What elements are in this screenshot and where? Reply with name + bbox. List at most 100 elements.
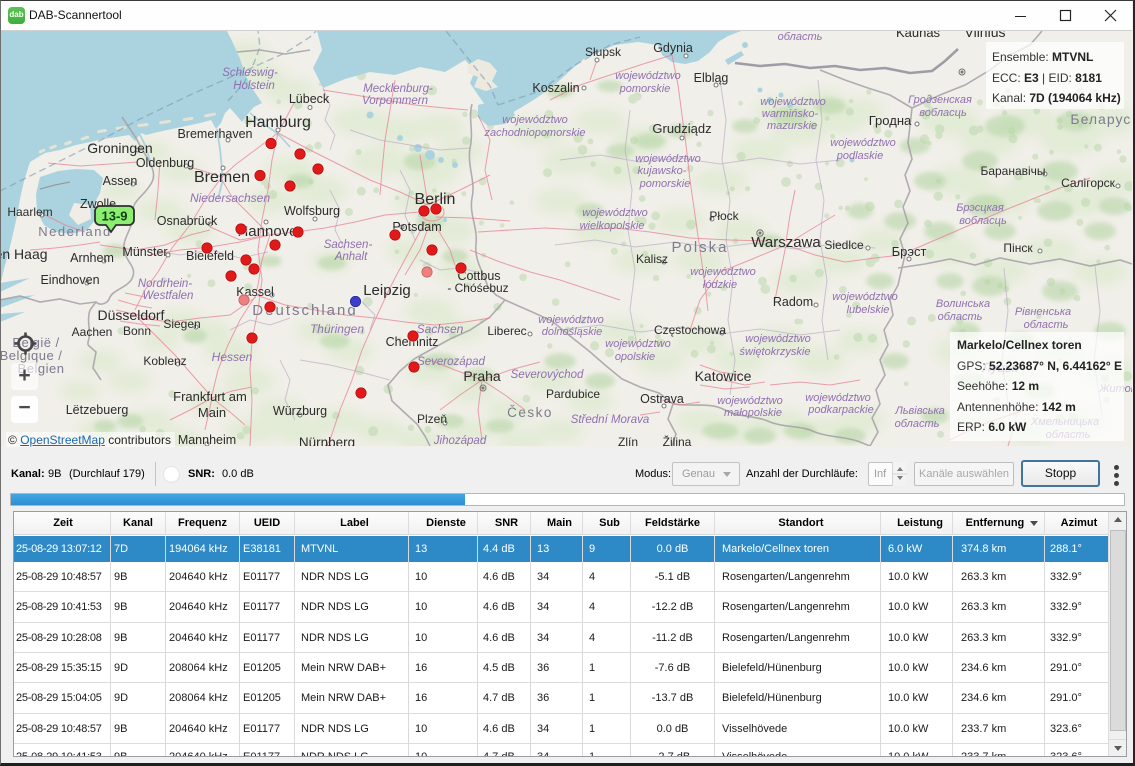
svg-text:Arnhem: Arnhem: [70, 251, 114, 265]
svg-text:Bonn: Bonn: [123, 324, 151, 338]
svg-text:Münster: Münster: [122, 245, 167, 259]
svg-text:Siedlce: Siedlce: [824, 238, 864, 252]
svg-text:Брэсцкая: Брэсцкая: [956, 202, 1004, 214]
svg-text:область: область: [938, 311, 983, 323]
svg-text:opolskie: opolskie: [615, 351, 655, 363]
svg-text:województwo: województwo: [538, 314, 603, 326]
svg-text:13-9: 13-9: [101, 209, 127, 224]
svg-text:Oldenburg: Oldenburg: [136, 156, 194, 170]
svg-text:województwo: województwo: [717, 395, 782, 407]
svg-text:Sachsen-: Sachsen-: [324, 239, 373, 251]
svg-text:вобласць: вобласць: [919, 107, 967, 119]
svg-text:Holstein: Holstein: [233, 80, 275, 92]
svg-text:Frankfurt am: Frankfurt am: [173, 389, 247, 404]
svg-text:Koszalin: Koszalin: [532, 81, 579, 95]
svg-text:Гродзенская: Гродзенская: [908, 94, 972, 106]
svg-text:Niedersachsen: Niedersachsen: [190, 191, 270, 205]
svg-text:Mannheim: Mannheim: [178, 433, 236, 446]
svg-text:Radom: Radom: [773, 295, 813, 309]
svg-text:Anhalt: Anhalt: [334, 251, 368, 263]
svg-text:Deutschland: Deutschland: [252, 302, 357, 319]
svg-text:pomorskie: pomorskie: [619, 83, 671, 95]
svg-text:Gdynia: Gdynia: [653, 41, 693, 55]
svg-text:mazurskie: mazurskie: [767, 120, 817, 132]
svg-text:Potsdam: Potsdam: [392, 220, 441, 234]
svg-text:Severozápad: Severozápad: [417, 356, 485, 368]
svg-text:Баранавічы: Баранавічы: [980, 164, 1045, 178]
svg-text:Волинська: Волинська: [936, 298, 990, 310]
svg-text:Брэст: Брэст: [892, 244, 927, 259]
svg-text:Liberec: Liberec: [487, 324, 526, 338]
svg-text:województwo: województwo: [635, 153, 700, 165]
svg-text:lubelskie: lubelskie: [847, 304, 890, 316]
svg-text:Polska: Polska: [671, 239, 728, 256]
svg-text:Sachsen: Sachsen: [417, 322, 464, 336]
svg-text:вобласць: вобласць: [959, 215, 1007, 227]
svg-text:Plzeň: Plzeň: [417, 412, 447, 426]
svg-text:Aachen: Aachen: [72, 325, 113, 339]
svg-text:województwo: województwo: [690, 266, 755, 278]
svg-text:область: область: [895, 418, 940, 430]
svg-text:dolnośląskie: dolnośląskie: [542, 326, 603, 338]
svg-text:Пінск: Пінск: [1003, 241, 1033, 255]
svg-text:wielkopolskie: wielkopolskie: [580, 220, 645, 232]
svg-text:Würzburg: Würzburg: [273, 404, 327, 418]
svg-text:Wolfsburg: Wolfsburg: [284, 204, 340, 218]
svg-text:pomorskie: pomorskie: [639, 178, 691, 190]
svg-text:Belgique /: Belgique /: [0, 348, 62, 363]
svg-text:Koblenz: Koblenz: [143, 354, 186, 368]
svg-text:warmińsko-: warmińsko-: [762, 108, 819, 120]
svg-text:województwo: województwo: [830, 137, 895, 149]
svg-text:Lëtzebuerg: Lëtzebuerg: [66, 403, 129, 417]
svg-text:область: область: [778, 31, 823, 43]
svg-text:Thüringen: Thüringen: [310, 322, 364, 336]
svg-text:Беларусь: Беларусь: [1070, 111, 1132, 127]
svg-text:Słupsk: Słupsk: [585, 45, 622, 59]
svg-text:Hessen: Hessen: [212, 350, 253, 364]
svg-text:Mecklenburg-: Mecklenburg-: [363, 83, 433, 95]
svg-text:- Chóśebuz: - Chóśebuz: [447, 281, 508, 295]
svg-text:województwo: województwo: [502, 114, 567, 126]
svg-text:kujawsko-: kujawsko-: [638, 165, 687, 177]
svg-text:Nürnberg: Nürnberg: [299, 435, 355, 446]
svg-text:Bielefeld: Bielefeld: [186, 249, 234, 263]
svg-text:łódzkie: łódzkie: [703, 279, 737, 291]
svg-text:Cottbus: Cottbus: [457, 269, 500, 283]
svg-text:Bremerhaven: Bremerhaven: [177, 127, 252, 141]
svg-text:Vilnius: Vilnius: [965, 31, 1006, 40]
svg-text:Nordrhein-: Nordrhein-: [138, 278, 192, 290]
svg-text:Praha: Praha: [463, 368, 501, 384]
svg-text:podkarpackie: podkarpackie: [807, 404, 873, 416]
svg-text:Lübeck: Lübeck: [289, 92, 330, 106]
svg-text:Салігорск: Салігорск: [1061, 176, 1116, 190]
svg-text:Main: Main: [198, 405, 226, 420]
svg-text:województwo: województwo: [582, 207, 647, 219]
svg-text:Płock: Płock: [709, 209, 739, 223]
svg-text:Schleswig-: Schleswig-: [222, 67, 278, 79]
svg-text:podlaskie: podlaskie: [836, 150, 883, 162]
svg-text:Elbląg: Elbląg: [694, 71, 729, 85]
svg-text:Częstochowa: Częstochowa: [654, 323, 726, 337]
svg-text:Žilina: Žilina: [663, 434, 692, 446]
svg-text:Львівська: Львівська: [894, 405, 945, 417]
svg-text:województwo: województwo: [745, 333, 810, 345]
svg-text:zachodniopomorskie: zachodniopomorskie: [484, 127, 586, 139]
svg-text:Assen: Assen: [103, 174, 138, 188]
svg-text:Bremen: Bremen: [194, 169, 250, 186]
svg-text:województwo: województwo: [832, 291, 897, 303]
svg-text:Hannover: Hannover: [237, 223, 302, 240]
svg-text:Groningen: Groningen: [87, 140, 152, 156]
svg-text:Jihozápad: Jihozápad: [433, 435, 487, 446]
svg-text:Severovýchod: Severovýchod: [511, 369, 584, 381]
svg-text:Katowice: Katowice: [695, 368, 752, 384]
svg-text:Hamburg: Hamburg: [245, 114, 311, 131]
svg-text:Zlín: Zlín: [618, 435, 638, 446]
svg-text:Westfalen: Westfalen: [143, 290, 194, 302]
svg-text:Kalisz: Kalisz: [636, 252, 668, 266]
svg-text:województwo: województwo: [605, 338, 670, 350]
svg-text:область: область: [1024, 319, 1069, 331]
svg-text:Kaunas: Kaunas: [896, 31, 941, 40]
svg-text:małopolskie: małopolskie: [724, 407, 782, 419]
svg-text:Nederland: Nederland: [38, 224, 112, 239]
svg-text:Pardubice: Pardubice: [546, 387, 600, 401]
